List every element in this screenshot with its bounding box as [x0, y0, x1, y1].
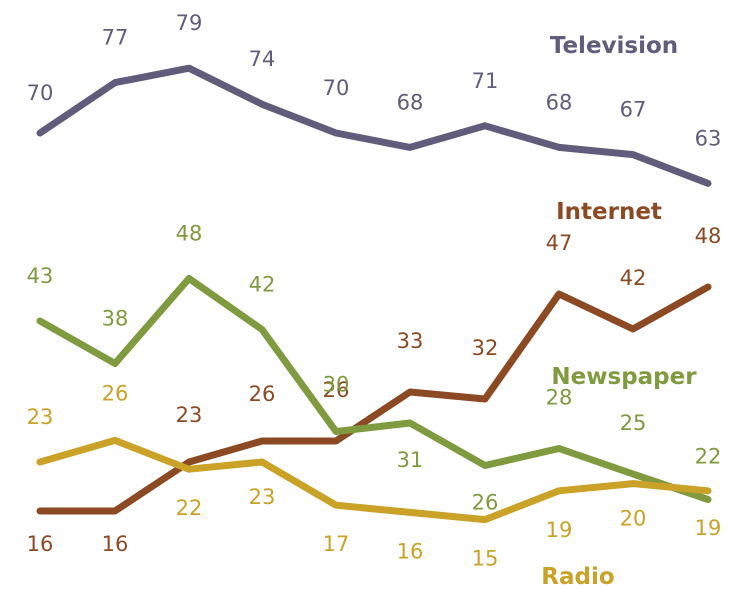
data-label-radio: 19: [546, 518, 573, 542]
data-label-television: 74: [249, 47, 276, 71]
data-label-radio: 17: [323, 532, 350, 556]
data-label-radio: 16: [397, 539, 424, 563]
data-label-newspaper: 25: [620, 411, 647, 435]
data-label-internet: 23: [176, 403, 203, 427]
data-label-television: 68: [397, 90, 424, 114]
data-label-newspaper: 26: [472, 491, 499, 515]
data-label-television: 79: [176, 11, 203, 35]
data-label-newspaper: 43: [27, 264, 54, 288]
data-label-newspaper: 31: [397, 448, 424, 472]
data-label-television: 70: [27, 81, 54, 105]
series-label-radio: Radio: [541, 564, 614, 589]
data-label-internet: 26: [249, 382, 276, 406]
series-lines: [36, 64, 712, 524]
data-label-internet: 16: [27, 532, 54, 556]
data-label-internet: 26: [323, 378, 350, 402]
data-label-radio: 23: [249, 485, 276, 509]
data-label-television: 63: [695, 126, 722, 150]
data-label-television: 71: [472, 69, 499, 93]
series-name-labels: Television Internet Newspaper Radio: [541, 33, 697, 589]
data-label-internet: 47: [546, 231, 573, 255]
data-label-television: 70: [323, 76, 350, 100]
series-label-television: Television: [550, 33, 678, 59]
data-label-radio: 23: [27, 405, 54, 429]
series-line-internet: [36, 283, 712, 515]
series-label-newspaper: Newspaper: [551, 364, 697, 390]
series-line-newspaper: [36, 275, 712, 503]
data-label-internet: 32: [472, 336, 499, 360]
data-label-radio: 26: [102, 381, 129, 405]
data-label-newspaper: 48: [176, 222, 203, 246]
data-label-radio: 20: [620, 507, 647, 531]
data-labels: 70 77 79 74 70 68 71 68 67 63 16 16 23 26 26 33 32 47 42 48…: [27, 11, 722, 570]
data-label-newspaper: 28: [546, 386, 573, 410]
data-label-television: 77: [102, 26, 129, 50]
series-line-radio: [36, 436, 712, 524]
data-label-newspaper: 42: [249, 273, 276, 297]
data-label-television: 68: [546, 90, 573, 114]
data-label-internet: 16: [102, 532, 129, 556]
data-label-radio: 19: [695, 516, 722, 540]
data-label-internet: 42: [620, 266, 647, 290]
series-label-internet: Internet: [556, 199, 662, 225]
data-label-radio: 15: [472, 547, 499, 571]
data-label-newspaper: 30: [323, 373, 350, 397]
data-label-television: 67: [620, 98, 647, 122]
data-label-radio: 22: [176, 496, 203, 520]
data-label-internet: 48: [695, 224, 722, 248]
series-line-television: [36, 64, 712, 187]
data-label-newspaper: 22: [695, 445, 722, 469]
data-label-newspaper: 38: [102, 307, 129, 331]
data-label-internet: 33: [397, 329, 424, 353]
